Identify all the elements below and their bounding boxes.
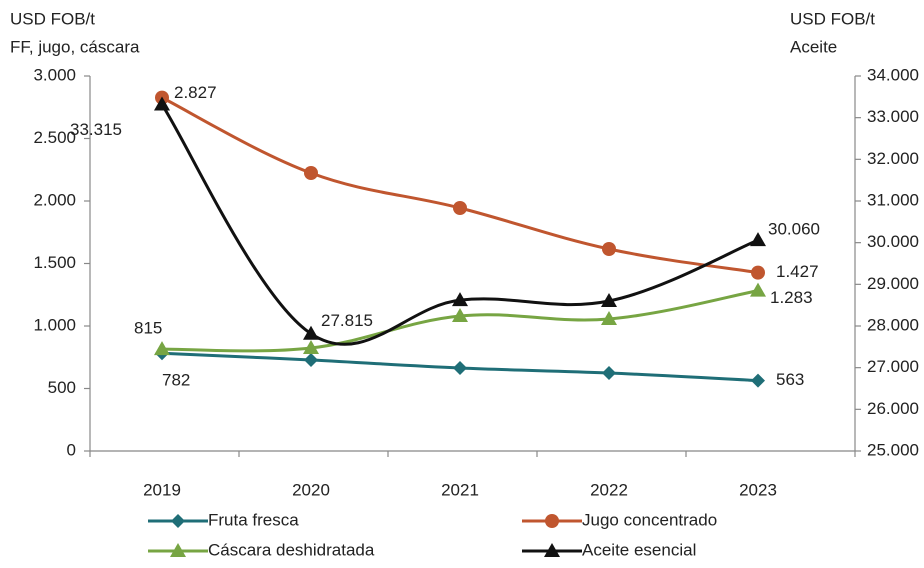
data-label: 30.060 <box>768 220 820 239</box>
y2-tick-label: 33.000 <box>867 107 919 126</box>
legend-label: Aceite esencial <box>582 540 696 559</box>
series-line <box>160 103 759 346</box>
data-label: 2.827 <box>174 83 217 102</box>
data-point <box>154 341 170 356</box>
y-tick-label: 1.500 <box>33 253 76 272</box>
y-tick-label: 3.000 <box>33 65 76 84</box>
legend-label: Fruta fresca <box>208 510 299 529</box>
y-tick-label: 2.000 <box>33 190 76 209</box>
data-label: 815 <box>134 319 162 338</box>
series-line <box>161 96 759 275</box>
y2-tick-label: 25.000 <box>867 440 919 459</box>
data-label: 782 <box>162 371 190 390</box>
y2-tick-label: 34.000 <box>867 65 919 84</box>
legend-label: Jugo concentrado <box>582 510 717 529</box>
data-label: 27.815 <box>321 311 373 330</box>
x-tick-label: 2020 <box>292 480 330 499</box>
legend-label: Cáscara deshidratada <box>208 540 375 559</box>
data-point <box>304 166 318 180</box>
data-point <box>304 353 318 367</box>
data-point <box>751 265 765 280</box>
data-point <box>453 361 467 375</box>
y-tick-label: 2.500 <box>33 128 76 147</box>
data-point <box>601 311 617 325</box>
data-point <box>303 340 319 354</box>
data-point <box>453 201 467 215</box>
data-point <box>452 292 468 307</box>
data-label: 1.427 <box>776 262 819 281</box>
x-tick-label: 2023 <box>739 480 777 499</box>
y2-tick-label: 26.000 <box>867 399 919 418</box>
y-tick-label: 500 <box>48 378 76 397</box>
data-label: 1.283 <box>770 288 813 307</box>
data-point <box>154 96 170 111</box>
y2-tick-label: 29.000 <box>867 274 919 293</box>
data-point <box>303 325 319 340</box>
x-tick-label: 2022 <box>590 480 628 499</box>
legend-marker <box>171 514 185 528</box>
y2-tick-label: 27.000 <box>867 357 919 376</box>
y2-tick-label: 28.000 <box>867 315 919 334</box>
y-tick-label: 0 <box>67 440 76 459</box>
data-point <box>750 282 766 297</box>
y2-tick-label: 30.000 <box>867 232 919 251</box>
y2-axis-title: Aceite <box>790 37 837 56</box>
legend-marker <box>170 543 186 557</box>
y2-axis-title: USD FOB/t <box>790 9 875 28</box>
y2-tick-label: 32.000 <box>867 149 919 168</box>
data-point <box>452 308 468 322</box>
y2-tick-label: 31.000 <box>867 190 919 209</box>
legend-marker <box>544 543 560 557</box>
data-label: 563 <box>776 370 804 389</box>
y-tick-label: 1.000 <box>33 315 76 334</box>
data-point <box>602 366 616 380</box>
data-point <box>750 232 766 247</box>
data-point <box>751 373 765 388</box>
y-axis-title: USD FOB/t <box>10 9 95 28</box>
x-tick-label: 2021 <box>441 480 479 499</box>
y-axis-title: FF, jugo, cáscara <box>10 37 140 56</box>
x-tick-label: 2019 <box>143 480 181 499</box>
data-point <box>601 293 617 307</box>
data-point <box>602 242 616 256</box>
legend-marker <box>545 514 559 528</box>
data-label: 33.315 <box>70 120 122 139</box>
